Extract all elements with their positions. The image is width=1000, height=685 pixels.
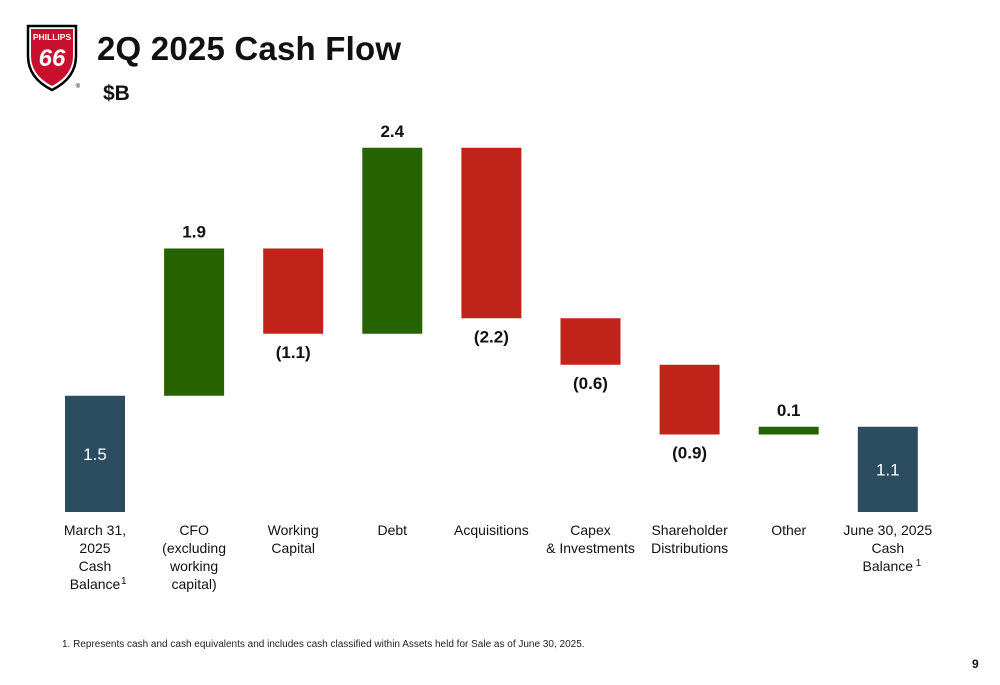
data-label-0: 1.5 — [83, 445, 107, 464]
category-label-6-1: Distributions — [651, 540, 728, 556]
bar-3 — [362, 147, 423, 334]
bar-1 — [164, 248, 225, 396]
category-label-0-3: Balance — [70, 576, 121, 592]
category-label-6-0: Shareholder — [651, 522, 728, 538]
bar-0 — [65, 395, 125, 512]
data-label-6: (0.9) — [672, 444, 707, 463]
category-label-5-0: Capex — [570, 522, 610, 538]
category-label-8-2: Balance — [863, 558, 914, 574]
category-label-1-2: working — [169, 558, 218, 574]
category-label-2-1: Capital — [271, 540, 315, 556]
data-label-4: (2.2) — [474, 327, 509, 346]
footnote: 1. Represents cash and cash equivalents … — [62, 639, 585, 650]
category-label-0-0: March 31, — [64, 522, 126, 538]
data-label-7: 0.1 — [777, 401, 801, 420]
category-label-5-1: & Investments — [546, 540, 635, 556]
category-label-2-0: Working — [268, 522, 319, 538]
page-title: 2Q 2025 Cash Flow — [97, 30, 402, 67]
category-label-1-0: CFO — [179, 522, 209, 538]
data-label-1: 1.9 — [182, 223, 206, 242]
data-label-3: 2.4 — [380, 122, 404, 141]
page-number: 9 — [972, 657, 979, 671]
data-label-8: 1.1 — [876, 460, 900, 479]
category-label-3-0: Debt — [378, 522, 408, 538]
bar-5 — [560, 318, 621, 365]
unit-label: $B — [103, 82, 130, 105]
logo-text-phillips: PHILLIPS — [33, 32, 72, 42]
category-label-4-0: Acquisitions — [454, 522, 529, 538]
data-label-5: (0.6) — [573, 374, 608, 393]
footnote-marker-0: 1 — [121, 576, 127, 587]
category-label-0-2: Cash — [79, 558, 112, 574]
category-label-1-1: (excluding — [162, 540, 226, 556]
bar-7 — [758, 426, 819, 435]
logo-registered-mark: ® — [76, 83, 81, 90]
category-label-1-3: capital) — [172, 576, 217, 592]
category-label-0-1: 2025 — [79, 540, 110, 556]
bar-6 — [659, 364, 720, 435]
category-label-8-1: Cash — [871, 540, 904, 556]
logo-text-66: 66 — [39, 45, 66, 72]
bar-8 — [857, 426, 918, 512]
phillips-66-logo: PHILLIPS 66 ® — [26, 24, 81, 92]
category-label-7-0: Other — [771, 522, 806, 538]
data-label-2: (1.1) — [276, 343, 311, 362]
bar-4 — [461, 147, 522, 319]
footnote-marker-8: 1 — [916, 558, 922, 569]
bar-2 — [263, 248, 324, 334]
category-label-8-0: June 30, 2025 — [843, 522, 932, 538]
